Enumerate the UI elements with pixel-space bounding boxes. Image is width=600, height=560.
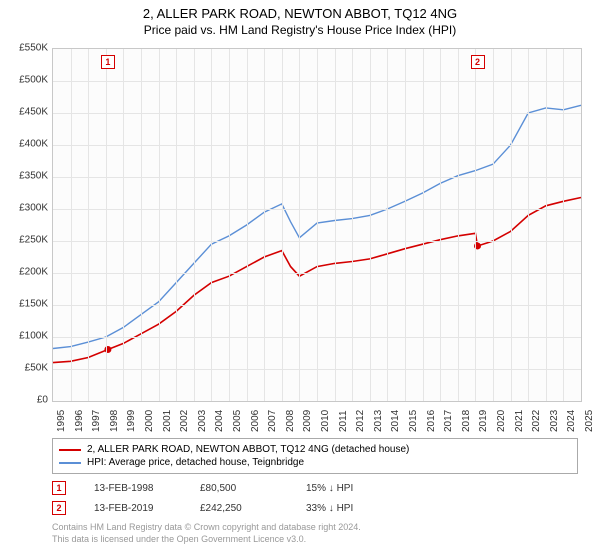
x-tick-label: 2001 (162, 410, 173, 432)
x-tick-label: 2006 (250, 410, 261, 432)
transaction-pct: 15% ↓ HPI (306, 483, 384, 494)
x-tick-label: 2014 (390, 410, 401, 432)
transaction-price: £242,250 (200, 503, 278, 514)
y-tick-label: £250K (0, 235, 48, 246)
y-tick-label: £500K (0, 75, 48, 86)
x-tick-label: 2002 (179, 410, 190, 432)
x-tick-label: 1999 (126, 410, 137, 432)
x-tick-label: 2024 (566, 410, 577, 432)
footer-attribution: Contains HM Land Registry data © Crown c… (52, 522, 361, 545)
x-tick-label: 2015 (408, 410, 419, 432)
x-tick-label: 2007 (267, 410, 278, 432)
x-tick-label: 2003 (197, 410, 208, 432)
transaction-row: 1 13-FEB-1998 £80,500 15% ↓ HPI (52, 478, 384, 498)
x-tick-label: 2019 (478, 410, 489, 432)
chart-subtitle: Price paid vs. HM Land Registry's House … (0, 21, 600, 37)
x-tick-label: 2012 (355, 410, 366, 432)
y-tick-label: £100K (0, 331, 48, 342)
x-tick-label: 2022 (531, 410, 542, 432)
y-tick-label: £400K (0, 139, 48, 150)
sale-marker: 1 (101, 55, 115, 69)
plot-area: 12 (52, 48, 582, 402)
x-tick-label: 2011 (338, 410, 349, 432)
x-tick-label: 2017 (443, 410, 454, 432)
x-tick-label: 1998 (109, 410, 120, 432)
legend: 2, ALLER PARK ROAD, NEWTON ABBOT, TQ12 4… (52, 438, 578, 474)
x-tick-label: 2005 (232, 410, 243, 432)
x-tick-label: 2018 (461, 410, 472, 432)
transaction-price: £80,500 (200, 483, 278, 494)
y-tick-label: £450K (0, 107, 48, 118)
x-tick-label: 2010 (320, 410, 331, 432)
legend-label: HPI: Average price, detached house, Teig… (87, 457, 304, 468)
transaction-pct: 33% ↓ HPI (306, 503, 384, 514)
y-tick-label: £50K (0, 363, 48, 374)
chart-title: 2, ALLER PARK ROAD, NEWTON ABBOT, TQ12 4… (0, 0, 600, 21)
x-tick-label: 2025 (584, 410, 595, 432)
transaction-marker: 2 (52, 501, 66, 515)
y-tick-label: £150K (0, 299, 48, 310)
x-tick-label: 1996 (74, 410, 85, 432)
x-tick-label: 2009 (302, 410, 313, 432)
legend-item: 2, ALLER PARK ROAD, NEWTON ABBOT, TQ12 4… (59, 443, 571, 456)
x-tick-label: 2023 (549, 410, 560, 432)
transaction-marker: 1 (52, 481, 66, 495)
y-tick-label: £200K (0, 267, 48, 278)
x-tick-label: 2008 (285, 410, 296, 432)
y-tick-label: £0 (0, 395, 48, 406)
x-tick-label: 2004 (214, 410, 225, 432)
transaction-row: 2 13-FEB-2019 £242,250 33% ↓ HPI (52, 498, 384, 518)
footer-line-2: This data is licensed under the Open Gov… (52, 534, 361, 546)
legend-swatch (59, 462, 81, 464)
transaction-date: 13-FEB-1998 (94, 483, 172, 494)
chart-container: 2, ALLER PARK ROAD, NEWTON ABBOT, TQ12 4… (0, 0, 600, 560)
x-tick-label: 2021 (514, 410, 525, 432)
x-tick-label: 1997 (91, 410, 102, 432)
legend-label: 2, ALLER PARK ROAD, NEWTON ABBOT, TQ12 4… (87, 444, 409, 455)
transaction-date: 13-FEB-2019 (94, 503, 172, 514)
y-tick-label: £300K (0, 203, 48, 214)
x-tick-label: 2016 (426, 410, 437, 432)
y-tick-label: £550K (0, 43, 48, 54)
legend-swatch (59, 449, 81, 451)
legend-item: HPI: Average price, detached house, Teig… (59, 456, 571, 469)
x-tick-label: 2020 (496, 410, 507, 432)
x-tick-label: 2013 (373, 410, 384, 432)
footer-line-1: Contains HM Land Registry data © Crown c… (52, 522, 361, 534)
transactions-table: 1 13-FEB-1998 £80,500 15% ↓ HPI 2 13-FEB-2019… (52, 478, 384, 518)
x-tick-label: 2000 (144, 410, 155, 432)
x-tick-label: 1995 (56, 410, 67, 432)
sale-marker: 2 (471, 55, 485, 69)
y-tick-label: £350K (0, 171, 48, 182)
